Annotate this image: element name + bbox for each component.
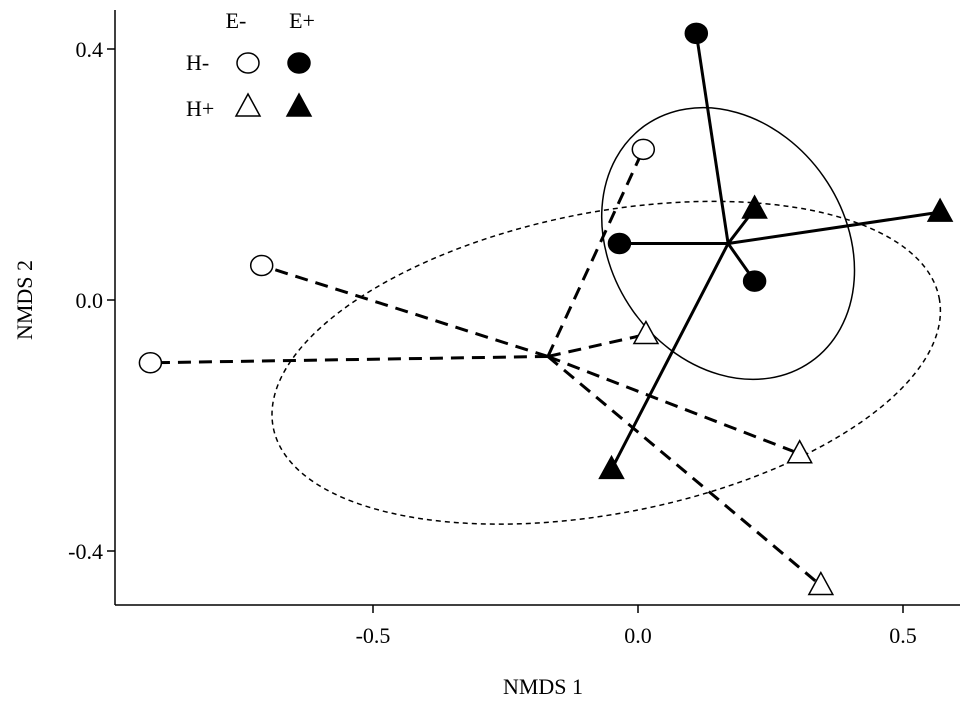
data-point-filled-circle [684, 22, 709, 45]
legend-row-label-h-plus: H+ [186, 96, 214, 121]
y-tick-label: 0.4 [76, 37, 104, 62]
legend-symbol-filled-triangle [285, 92, 313, 117]
spoke-layer [150, 33, 941, 587]
data-point-filled-circle [607, 232, 632, 255]
legend-symbol-open-triangle [234, 92, 262, 117]
data-point-filled-triangle [926, 197, 954, 222]
ellipse-layer [271, 106, 942, 525]
y-tick-label: -0.4 [68, 539, 103, 564]
tick-layer: -0.5 0.0 0.5 -0.4 0.0 0.4 [68, 37, 917, 648]
spoke-H-plus [727, 210, 941, 246]
data-point-filled-triangle [741, 194, 768, 219]
ellipse-H-minus [271, 200, 942, 525]
data-point-open-triangle [807, 570, 835, 596]
spoke-H-minus [261, 264, 549, 358]
data-point-filled-circle [742, 270, 767, 292]
data-point-open-triangle [632, 319, 660, 345]
x-tick-label: -0.5 [356, 623, 391, 648]
data-point-open-circle [631, 138, 656, 161]
legend: E- E+ H- H+ [186, 8, 315, 121]
x-tick-label: 0.0 [624, 623, 652, 648]
spoke-H-plus [694, 33, 730, 244]
x-axis-title: NMDS 1 [503, 674, 583, 699]
spoke-H-minus [546, 148, 645, 358]
spoke-H-minus [546, 355, 822, 587]
ellipse-H-plus [600, 106, 856, 381]
axes: NMDS 1 NMDS 2 [12, 10, 960, 699]
legend-symbols [234, 52, 313, 117]
data-point-open-circle [249, 254, 274, 277]
point-layer [138, 22, 954, 596]
data-point-open-circle [138, 352, 163, 374]
spoke-H-plus [610, 242, 730, 471]
legend-symbol-open-circle [236, 52, 260, 74]
spoke-H-minus [547, 355, 801, 456]
legend-row-label-h-minus: H- [186, 50, 209, 75]
legend-col-label-e-minus: E- [226, 8, 247, 33]
data-point-filled-triangle [598, 454, 625, 480]
spoke-H-minus [150, 354, 548, 365]
spoke-H-minus [547, 333, 647, 358]
y-tick-label: 0.0 [76, 288, 104, 313]
y-axis-title: NMDS 2 [12, 260, 37, 340]
legend-symbol-filled-circle [287, 52, 311, 74]
x-tick-label: 0.5 [889, 623, 917, 648]
legend-col-label-e-plus: E+ [289, 8, 315, 33]
data-point-open-triangle [786, 439, 813, 464]
